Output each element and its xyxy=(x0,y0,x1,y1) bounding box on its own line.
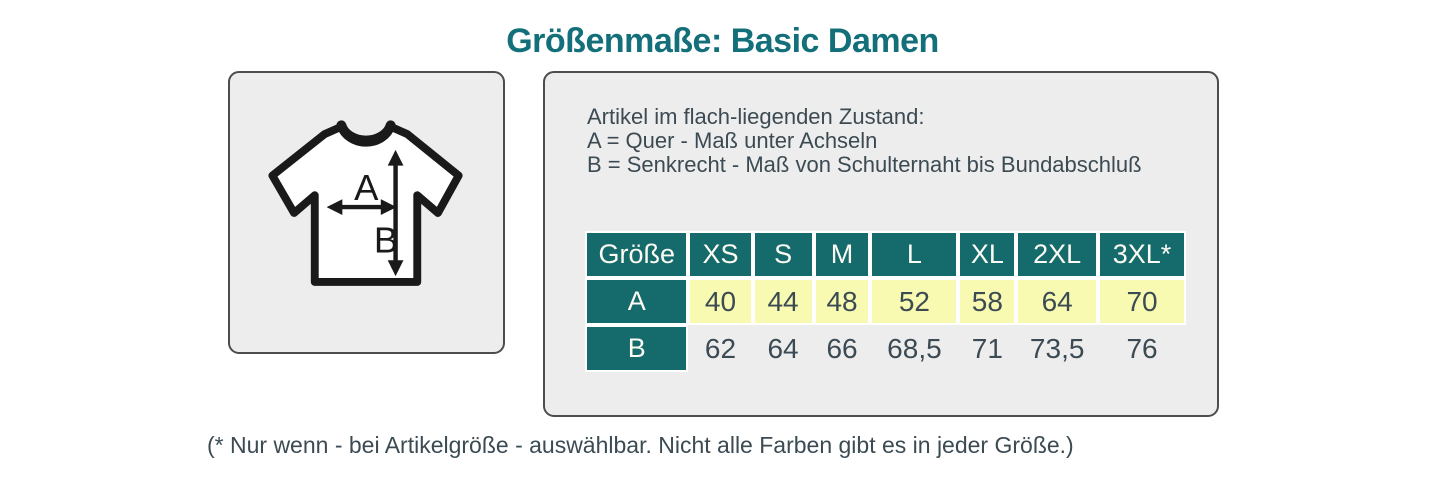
tshirt-measure-icon: A B xyxy=(268,120,463,286)
size-value-cell: 70 xyxy=(1098,278,1186,325)
size-value-cell: 52 xyxy=(870,278,959,325)
size-table-header-row: Größe XS S M L XL 2XL 3XL* xyxy=(585,231,1186,278)
size-table-row-a: A 40 44 48 52 58 64 70 xyxy=(585,278,1186,325)
explanation-line-2: A = Quer - Maß unter Achseln xyxy=(587,128,878,153)
size-header-cell: M xyxy=(813,231,871,278)
size-header-cell: XS xyxy=(688,231,753,278)
size-header-cell: 3XL* xyxy=(1098,231,1186,278)
size-info-panel: Artikel im flach-liegenden Zustand: A = … xyxy=(543,71,1219,417)
size-value-cell: 58 xyxy=(958,278,1017,325)
height-arrow-b xyxy=(387,149,404,277)
page-title: Größenmaße: Basic Damen xyxy=(506,22,939,60)
size-value-cell: 66 xyxy=(826,332,858,364)
size-value-cell: 64 xyxy=(1016,278,1099,325)
size-value-cell: 73,5 xyxy=(1029,332,1085,364)
width-arrow-a xyxy=(326,199,397,215)
size-value-cell: 62 xyxy=(704,332,737,364)
row-label-cell: B xyxy=(585,325,689,372)
size-value-cell: 40 xyxy=(688,278,753,325)
arrow-label-b: B xyxy=(374,219,398,260)
size-header-cell: L xyxy=(870,231,959,278)
measurement-diagram-panel: A B xyxy=(228,71,505,354)
size-value-cell: 76 xyxy=(1126,332,1158,364)
collar-icon xyxy=(336,120,396,147)
explanation-line-1: Artikel im flach-liegenden Zustand: xyxy=(587,104,925,129)
size-value-cell: 71 xyxy=(971,332,1003,364)
size-value-cell: 44 xyxy=(752,278,814,325)
size-value-cell: 64 xyxy=(767,332,799,364)
row-label-cell: A xyxy=(585,278,689,325)
size-value-cell: 48 xyxy=(813,278,871,325)
arrow-label-a: A xyxy=(354,167,379,208)
measurement-explanation: Artikel im flach-liegenden Zustand: A = … xyxy=(587,105,1142,177)
size-value-cell: 68,5 xyxy=(887,332,942,364)
size-table: Größe XS S M L XL 2XL 3XL* A 40 44 48 52… xyxy=(585,231,1186,372)
size-header-cell: XL xyxy=(958,231,1017,278)
explanation-line-3: B = Senkrecht - Maß von Schulternaht bis… xyxy=(587,152,1142,177)
size-table-row-b: B 62 64 66 68,5 71 73,5 76 xyxy=(585,325,1186,372)
footnote: (* Nur wenn - bei Artikelgröße - auswähl… xyxy=(207,432,1074,458)
size-header-cell: S xyxy=(752,231,814,278)
size-header-cell: 2XL xyxy=(1016,231,1099,278)
size-header-cell: Größe xyxy=(585,231,689,278)
